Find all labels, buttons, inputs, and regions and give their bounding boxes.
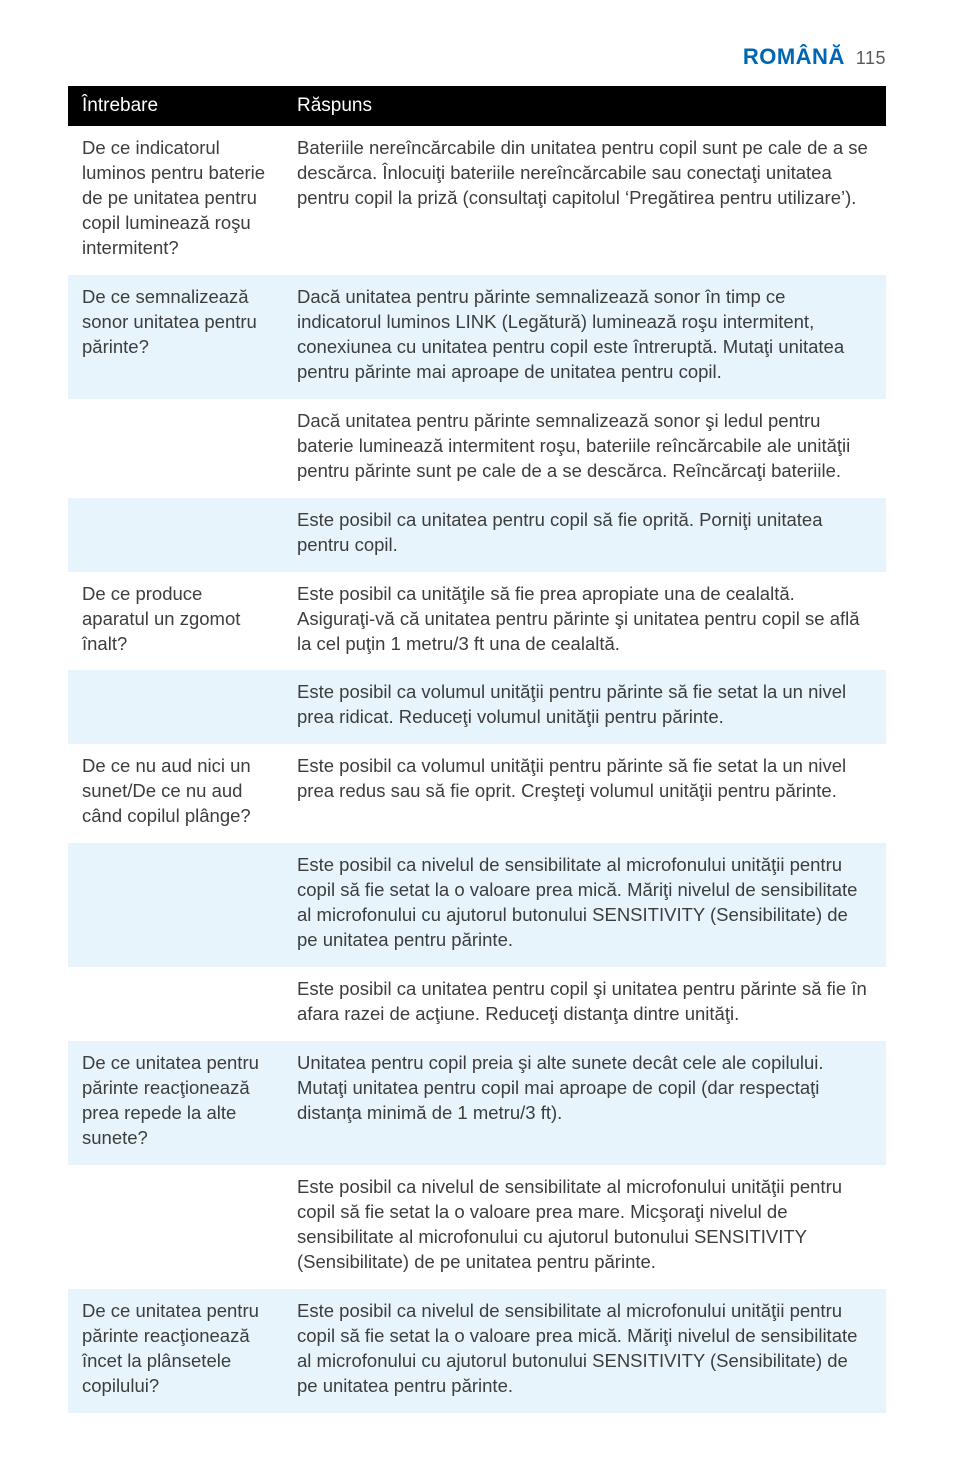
cell-answer: Dacă unitatea pentru părinte semnalizeaz…	[283, 275, 886, 399]
col-header-answer: Răspuns	[283, 86, 886, 126]
table-row: De ce semnalizează sonor unitatea pentru…	[68, 275, 886, 399]
table-row: Este posibil ca unitatea pentru copil şi…	[68, 967, 886, 1041]
cell-question: De ce produce aparatul un zgomot înalt?	[68, 572, 283, 671]
qa-table-body: De ce indicatorul luminos pentru baterie…	[68, 126, 886, 1413]
cell-answer: Este posibil ca nivelul de sensibilitate…	[283, 843, 886, 967]
cell-question: De ce nu aud nici un sunet/De ce nu aud …	[68, 744, 283, 843]
header-page-number: 115	[856, 48, 886, 68]
cell-answer: Este posibil ca nivelul de sensibilitate…	[283, 1289, 886, 1413]
page-header: ROMÂNĂ 115	[68, 44, 886, 70]
cell-answer: Este posibil ca nivelul de sensibilitate…	[283, 1165, 886, 1289]
page: ROMÂNĂ 115 Întrebare Răspuns De ce indic…	[0, 0, 954, 1473]
cell-answer: Este posibil ca volumul unităţii pentru …	[283, 670, 886, 744]
cell-answer: Este posibil ca unitatea pentru copil şi…	[283, 967, 886, 1041]
table-row: De ce nu aud nici un sunet/De ce nu aud …	[68, 744, 886, 843]
cell-question	[68, 843, 283, 967]
table-row: Este posibil ca nivelul de sensibilitate…	[68, 1165, 886, 1289]
cell-question	[68, 498, 283, 572]
cell-question: De ce indicatorul luminos pentru baterie…	[68, 126, 283, 275]
table-header-row: Întrebare Răspuns	[68, 86, 886, 126]
cell-answer: Este posibil ca unităţile să fie prea ap…	[283, 572, 886, 671]
cell-answer: Unitatea pentru copil preia şi alte sune…	[283, 1041, 886, 1165]
table-row: Este posibil ca unitatea pentru copil să…	[68, 498, 886, 572]
qa-table: Întrebare Răspuns De ce indicatorul lumi…	[68, 86, 886, 1413]
cell-question	[68, 967, 283, 1041]
cell-answer: Este posibil ca volumul unităţii pentru …	[283, 744, 886, 843]
table-row: De ce unitatea pentru părinte reacţionea…	[68, 1041, 886, 1165]
cell-question: De ce unitatea pentru părinte reacţionea…	[68, 1041, 283, 1165]
cell-question	[68, 399, 283, 498]
col-header-question: Întrebare	[68, 86, 283, 126]
header-language: ROMÂNĂ	[743, 44, 845, 69]
cell-question: De ce semnalizează sonor unitatea pentru…	[68, 275, 283, 399]
cell-answer: Este posibil ca unitatea pentru copil să…	[283, 498, 886, 572]
cell-question	[68, 1165, 283, 1289]
cell-question: De ce unitatea pentru părinte reacţionea…	[68, 1289, 283, 1413]
cell-answer: Dacă unitatea pentru părinte semnalizeaz…	[283, 399, 886, 498]
table-row: De ce indicatorul luminos pentru baterie…	[68, 126, 886, 275]
cell-question	[68, 670, 283, 744]
table-row: Este posibil ca volumul unităţii pentru …	[68, 670, 886, 744]
table-row: De ce unitatea pentru părinte reacţionea…	[68, 1289, 886, 1413]
table-row: Este posibil ca nivelul de sensibilitate…	[68, 843, 886, 967]
cell-answer: Bateriile nereîncărcabile din unitatea p…	[283, 126, 886, 275]
table-row: De ce produce aparatul un zgomot înalt?E…	[68, 572, 886, 671]
table-row: Dacă unitatea pentru părinte semnalizeaz…	[68, 399, 886, 498]
